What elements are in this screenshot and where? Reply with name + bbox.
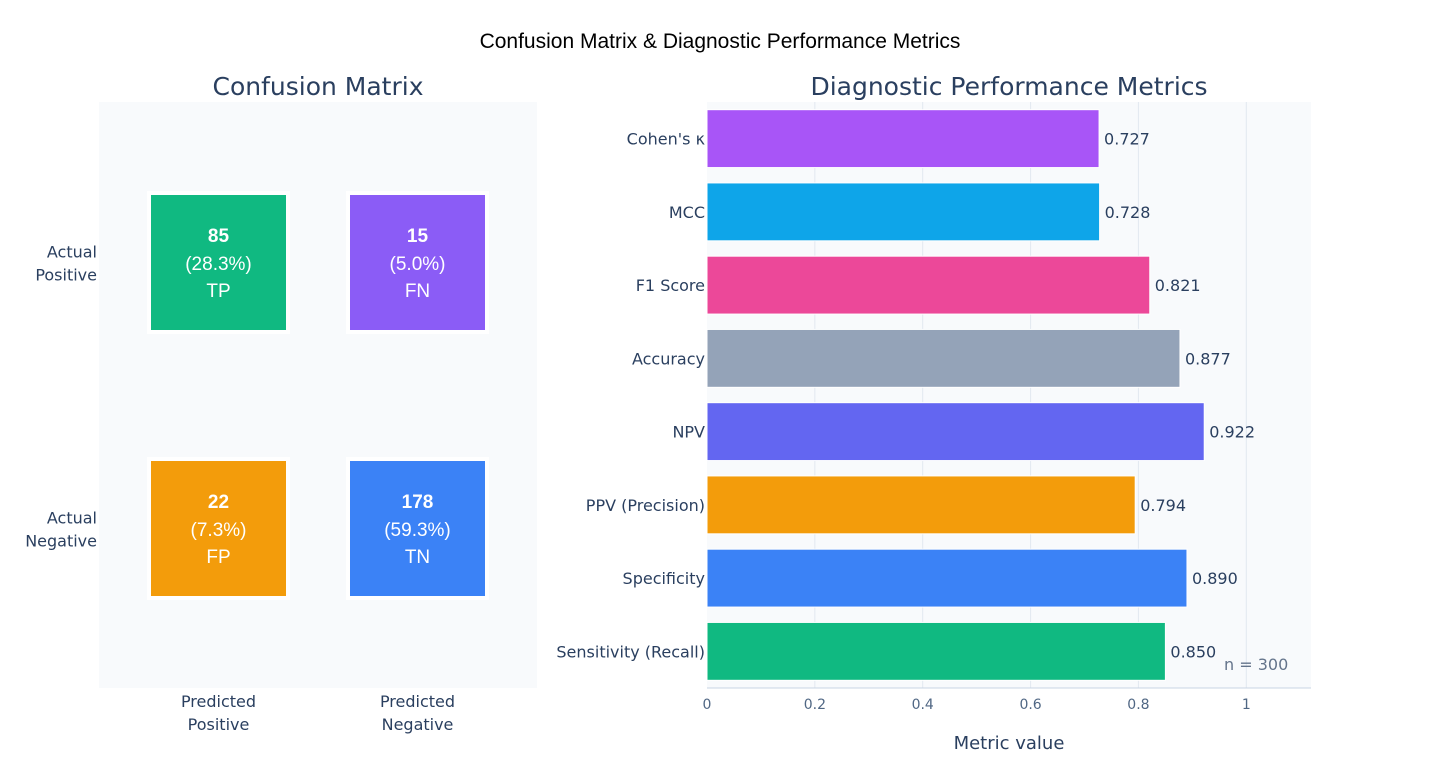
confusion-matrix-background bbox=[99, 102, 537, 688]
cm-cell-tag: TP bbox=[206, 281, 230, 302]
bar-sensitivity-recall bbox=[706, 621, 1166, 681]
bar-value-label: 0.850 bbox=[1170, 642, 1216, 661]
figure-title: Confusion Matrix & Diagnostic Performanc… bbox=[479, 30, 961, 53]
cm-cell-tp: 85 (28.3%) TP bbox=[147, 191, 290, 334]
y-tick-label: Cohen's κ bbox=[627, 130, 706, 149]
cm-cell-box bbox=[147, 457, 290, 600]
cm-column-label: Predicted Positive bbox=[181, 692, 256, 734]
x-tick-label: 1 bbox=[1242, 697, 1251, 713]
x-tick-label: 0 bbox=[703, 697, 712, 713]
cm-cell-percent: (5.0%) bbox=[390, 254, 446, 275]
y-tick-label: Specificity bbox=[623, 569, 705, 588]
x-axis-title: Metric value bbox=[954, 733, 1065, 754]
x-tick-label: 0.6 bbox=[1019, 697, 1041, 713]
metrics-chart-title: Diagnostic Performance Metrics bbox=[810, 72, 1208, 101]
bar-value-label: 0.821 bbox=[1155, 276, 1201, 295]
cm-cell-percent: (28.3%) bbox=[185, 254, 252, 275]
cm-cell-percent: (59.3%) bbox=[384, 520, 451, 541]
bar-value-label: 0.922 bbox=[1209, 423, 1255, 442]
confusion-matrix-title: Confusion Matrix bbox=[212, 72, 424, 101]
y-tick-label: Accuracy bbox=[632, 349, 705, 368]
cm-cell-count: 178 bbox=[402, 492, 434, 513]
y-tick-label: PPV (Precision) bbox=[586, 496, 705, 515]
bar-value-label: 0.877 bbox=[1185, 349, 1231, 368]
x-tick-label: 0.2 bbox=[804, 697, 826, 713]
metrics-bar-chart: Sensitivity (Recall) Specificity PPV (Prec… bbox=[556, 102, 1311, 754]
y-tick-label: F1 Score bbox=[636, 276, 705, 295]
bar-specificity bbox=[706, 548, 1188, 608]
bar-value-label: 0.728 bbox=[1105, 203, 1151, 222]
bar-mcc bbox=[706, 182, 1101, 242]
bar-f1-score bbox=[706, 255, 1151, 315]
cm-column-label: Predicted Negative bbox=[380, 692, 455, 734]
confusion-matrix-panel: 85 (28.3%) TP 15 (5.0%) FN 22 (7.3%) FP 178 (59.3%… bbox=[25, 102, 537, 734]
bar-npv bbox=[706, 402, 1205, 462]
cm-cell-fp: 22 (7.3%) FP bbox=[147, 457, 290, 600]
cm-row-label: Actual Positive bbox=[35, 243, 97, 285]
cm-cell-tag: FN bbox=[405, 281, 430, 302]
bar-cohen-s bbox=[706, 109, 1100, 169]
x-tick-label: 0.8 bbox=[1127, 697, 1149, 713]
cm-cell-box bbox=[147, 191, 290, 334]
cm-cell-count: 15 bbox=[407, 226, 429, 247]
y-tick-label: MCC bbox=[669, 203, 705, 222]
cm-cell-tag: TN bbox=[405, 547, 430, 568]
cm-cell-fn: 15 (5.0%) FN bbox=[346, 191, 489, 334]
sample-size-annotation: n = 300 bbox=[1224, 655, 1288, 674]
cm-cell-count: 85 bbox=[208, 226, 230, 247]
cm-cell-count: 22 bbox=[208, 492, 229, 513]
cm-cell-tn: 178 (59.3%) TN bbox=[346, 457, 489, 600]
y-tick-label: Sensitivity (Recall) bbox=[556, 642, 705, 661]
cm-row-label: Actual Negative bbox=[25, 509, 97, 551]
bar-value-label: 0.727 bbox=[1104, 130, 1150, 149]
cm-cell-box bbox=[346, 191, 489, 334]
cm-cell-percent: (7.3%) bbox=[191, 520, 247, 541]
bar-ppv-precision bbox=[706, 475, 1136, 535]
bar-accuracy bbox=[706, 328, 1181, 388]
x-tick-label: 0.4 bbox=[912, 697, 934, 713]
cm-cell-tag: FP bbox=[206, 547, 230, 568]
bar-value-label: 0.890 bbox=[1192, 569, 1238, 588]
bar-value-label: 0.794 bbox=[1140, 496, 1186, 515]
cm-cell-box bbox=[346, 457, 489, 600]
y-tick-label: NPV bbox=[672, 423, 705, 442]
